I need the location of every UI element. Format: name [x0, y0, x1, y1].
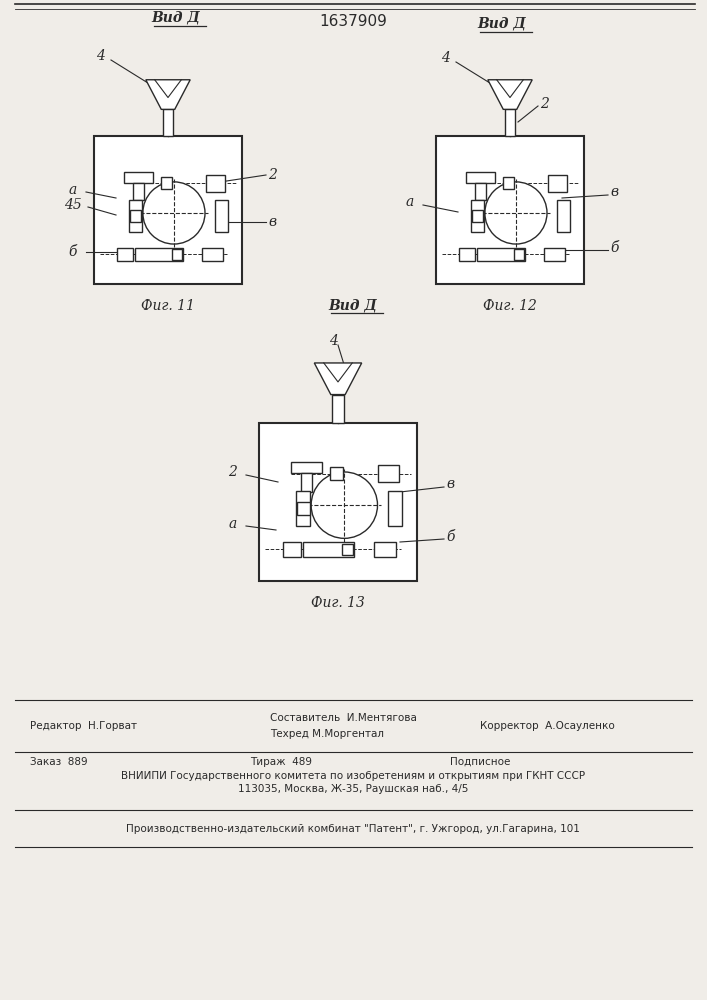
Bar	[163, 109, 173, 136]
Text: 2: 2	[228, 465, 238, 479]
Polygon shape	[488, 80, 532, 109]
Bar	[206, 175, 225, 192]
Text: Фиг. 11: Фиг. 11	[141, 299, 195, 313]
Text: Корректор  А.Осауленко: Корректор А.Осауленко	[480, 721, 615, 731]
Text: Составитель  И.Ментягова: Составитель И.Ментягова	[270, 713, 417, 723]
Text: Техред М.Моргентал: Техред М.Моргентал	[270, 729, 384, 739]
Text: 2: 2	[268, 168, 277, 182]
Bar	[505, 109, 515, 136]
Bar	[332, 395, 344, 423]
Text: 4: 4	[329, 334, 337, 348]
Circle shape	[485, 182, 547, 244]
Bar	[477, 248, 525, 261]
Bar	[301, 473, 312, 492]
Bar	[129, 210, 141, 222]
Text: Вид Д: Вид Д	[151, 11, 200, 25]
Bar	[296, 491, 310, 526]
Bar	[117, 248, 133, 261]
Bar	[374, 542, 397, 557]
Text: Вид Д: Вид Д	[329, 298, 378, 312]
Bar	[297, 502, 310, 515]
Text: Заказ  889: Заказ 889	[30, 757, 88, 767]
Bar	[330, 467, 343, 480]
Text: 2: 2	[540, 97, 549, 111]
Text: Вид Д: Вид Д	[478, 17, 527, 31]
Text: Тираж  489: Тираж 489	[250, 757, 312, 767]
Text: б: б	[610, 241, 619, 255]
Text: Редактор  Н.Горват: Редактор Н.Горват	[30, 721, 137, 731]
Bar	[172, 249, 182, 260]
Bar	[544, 248, 565, 261]
Bar	[471, 200, 484, 232]
Bar	[503, 177, 515, 189]
Text: а: а	[69, 183, 77, 197]
Text: в: в	[446, 477, 454, 491]
Bar	[160, 177, 173, 189]
Text: 45: 45	[64, 198, 82, 212]
Text: 4: 4	[95, 49, 105, 63]
Bar	[466, 172, 495, 183]
Text: Фиг. 12: Фиг. 12	[483, 299, 537, 313]
Circle shape	[143, 182, 205, 244]
Bar	[291, 462, 322, 473]
Bar	[124, 172, 153, 183]
Bar	[202, 248, 223, 261]
Text: в: в	[610, 185, 618, 199]
Text: в: в	[268, 215, 276, 229]
Bar	[548, 175, 567, 192]
Bar	[129, 200, 142, 232]
Text: 113035, Москва, Ж-35, Раушская наб., 4/5: 113035, Москва, Ж-35, Раушская наб., 4/5	[238, 784, 468, 794]
Text: Подписное: Подписное	[450, 757, 510, 767]
Bar	[94, 136, 242, 284]
Text: Фиг. 13: Фиг. 13	[311, 596, 365, 610]
Bar	[136, 248, 183, 261]
Text: 4: 4	[440, 51, 450, 65]
Text: Производственно-издательский комбинат "Патент", г. Ужгород, ул.Гагарина, 101: Производственно-издательский комбинат "П…	[126, 824, 580, 834]
Polygon shape	[315, 363, 362, 395]
Text: б: б	[69, 245, 77, 259]
Bar	[459, 248, 475, 261]
Bar	[475, 183, 486, 200]
Bar	[556, 200, 570, 232]
Bar	[514, 249, 524, 260]
Text: б: б	[446, 530, 455, 544]
Text: ВНИИПИ Государственного комитета по изобретениям и открытиям при ГКНТ СССР: ВНИИПИ Государственного комитета по изоб…	[121, 771, 585, 781]
Text: а: а	[406, 195, 414, 209]
Bar	[436, 136, 584, 284]
Bar	[342, 544, 353, 555]
Text: 1637909: 1637909	[319, 14, 387, 29]
Bar	[215, 200, 228, 232]
Bar	[378, 465, 399, 482]
Circle shape	[311, 472, 378, 538]
Text: а: а	[229, 517, 237, 531]
Bar	[387, 491, 402, 526]
Bar	[133, 183, 144, 200]
Bar	[259, 423, 417, 581]
Bar	[303, 542, 354, 557]
Bar	[284, 542, 301, 557]
Bar	[472, 210, 484, 222]
Polygon shape	[146, 80, 190, 109]
